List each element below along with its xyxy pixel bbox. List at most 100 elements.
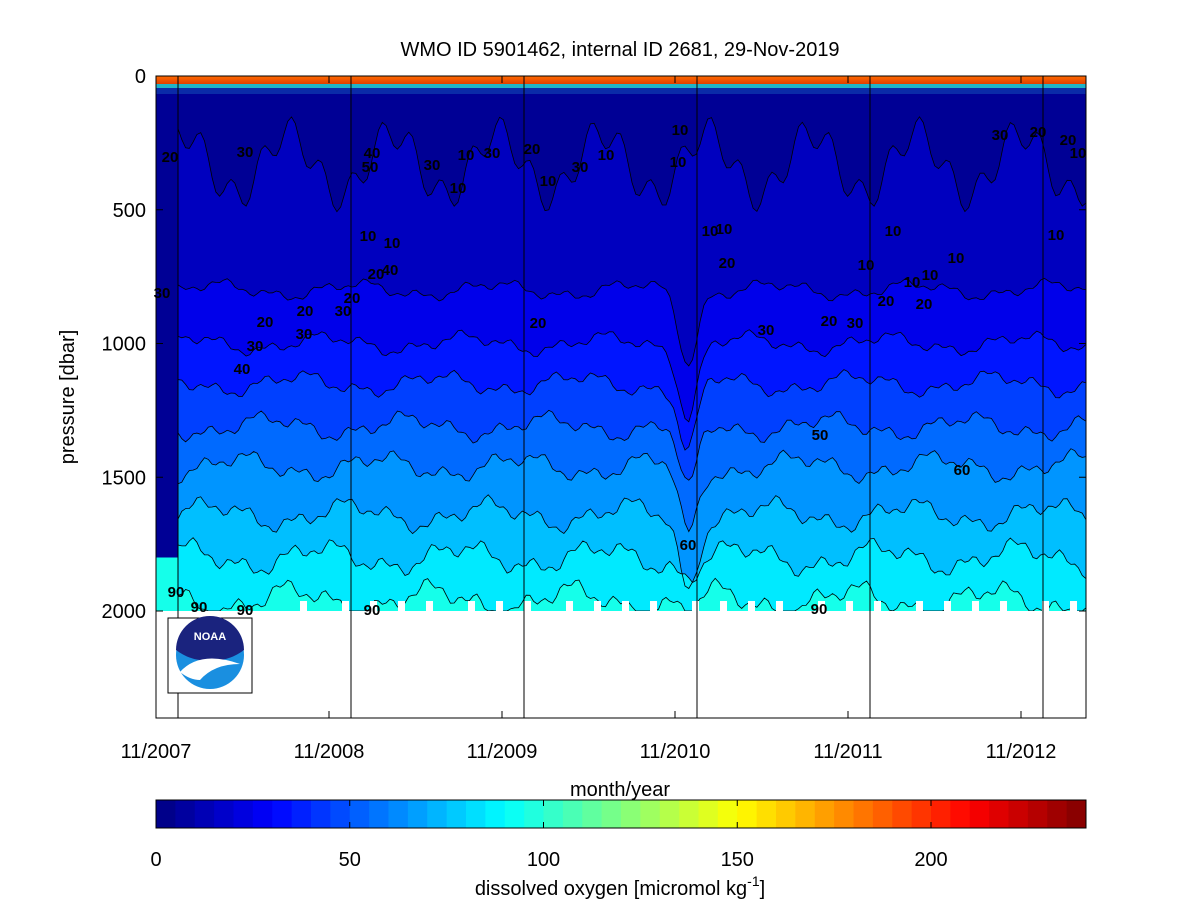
colorbar-segment	[872, 800, 893, 828]
contour-label: 20	[719, 255, 736, 272]
chart-title: WMO ID 5901462, internal ID 2681, 29-Nov…	[400, 39, 839, 61]
contour-label: 10	[716, 221, 733, 238]
profile-gap	[874, 601, 881, 612]
colorbar-segment	[407, 800, 428, 828]
colorbar-tick-label: 100	[527, 849, 560, 871]
contour-label: 90	[168, 584, 185, 601]
contour-label: 30	[847, 315, 864, 332]
colorbar: 0 50 100 150 200 dissolved oxygen [micromol …	[150, 799, 1087, 900]
contour-label: 10	[702, 223, 719, 240]
colorbar-segment	[853, 800, 874, 828]
colorbar-segment	[156, 800, 176, 828]
colorbar-segment	[1008, 800, 1029, 828]
contour-label: 20	[524, 141, 541, 158]
colorbar-segment	[349, 800, 370, 828]
contour-label: 10	[858, 257, 875, 274]
profile-gap	[370, 601, 377, 612]
profile-gaps	[157, 601, 1085, 717]
profile-gap	[342, 601, 349, 612]
contour-label: 30	[424, 157, 441, 174]
x-tick-label: 11/2008	[294, 741, 365, 763]
profile-gap	[300, 601, 307, 612]
y-tick-label: 1000	[102, 334, 147, 356]
colorbar-segment	[562, 800, 583, 828]
profile-gap	[972, 601, 979, 612]
contour-label: 10	[598, 147, 615, 164]
contour-30	[177, 329, 1086, 423]
profile-gap	[944, 601, 951, 612]
contour-label: 10	[1048, 227, 1065, 244]
colorbar-segment	[969, 800, 990, 828]
colorbar-segment	[485, 800, 506, 828]
colorbar-segment	[466, 800, 486, 828]
contour-label: 20	[257, 314, 274, 331]
profile-gap	[916, 601, 923, 612]
colorbar-segment	[621, 800, 641, 828]
contour-40	[177, 369, 1086, 451]
colorbar-segment	[911, 800, 932, 828]
contour-label: 50	[362, 159, 379, 176]
colorbar-segment	[311, 800, 331, 828]
colorbar-segment	[679, 800, 700, 828]
colorbar-segment	[233, 800, 254, 828]
contour-20	[177, 277, 1086, 367]
y-tick-label: 2000	[102, 601, 147, 623]
contour-label: 20	[878, 293, 895, 310]
colorbar-segment	[1066, 800, 1087, 828]
colorbar-segment	[427, 800, 448, 828]
y-tick-label: 1500	[102, 467, 147, 489]
x-tick-label: 11/2009	[467, 741, 538, 763]
profile-gap	[1000, 601, 1007, 612]
colorbar-tick-label: 200	[914, 849, 947, 871]
colorbar-segment	[737, 800, 758, 828]
contour-label: 30	[992, 127, 1009, 144]
contour-label: 20	[368, 266, 385, 283]
noaa-logo: NOAA	[167, 616, 253, 694]
profile-gap	[818, 601, 825, 612]
surface-layer	[156, 76, 1086, 94]
profile-gap	[692, 601, 699, 612]
contour-label: 30	[296, 326, 313, 343]
colorbar-segment	[756, 800, 777, 828]
y-axis: 0 500 1000 1500 2000	[102, 66, 1086, 623]
contour-label: 20	[344, 290, 361, 307]
contour-label: 10	[948, 250, 965, 267]
contour-80	[177, 537, 1086, 584]
contour-label: 10	[450, 180, 467, 197]
profile-gap	[720, 601, 727, 612]
contour-label: 90	[811, 601, 828, 618]
colorbar-segment	[989, 800, 1010, 828]
profile-gap	[1070, 601, 1077, 612]
colorbar-tick-label: 150	[721, 849, 754, 871]
colorbar-segment	[388, 800, 409, 828]
contour-label: 10	[922, 267, 939, 284]
contour-label: 10	[670, 154, 687, 171]
colorbar-segment	[582, 800, 603, 828]
colorbar-segment	[1047, 800, 1068, 828]
colorbar-segment	[504, 800, 525, 828]
colorbar-segment	[698, 800, 719, 828]
colorbar-segment	[776, 800, 796, 828]
contour-50	[177, 409, 1086, 481]
contour-label: 30	[237, 144, 254, 161]
contour-bands	[156, 76, 1086, 612]
colorbar-segment	[175, 800, 196, 828]
colorbar-segment	[717, 800, 738, 828]
contour-label: 50	[812, 427, 829, 444]
profile-gap	[1042, 601, 1049, 612]
contour-label: 10	[540, 173, 557, 190]
colorbar-label: dissolved oxygen [micromol kg-1]	[475, 873, 765, 900]
profile-gap	[496, 601, 503, 612]
colorbar-segment	[252, 800, 273, 828]
colorbar-segment	[814, 800, 835, 828]
contour-label: 20	[916, 296, 933, 313]
y-tick-label: 500	[113, 200, 146, 222]
contour-label: 30	[758, 322, 775, 339]
contour-label: 40	[364, 145, 381, 162]
contour-label: 10	[885, 223, 902, 240]
contour-label: 20	[821, 313, 838, 330]
contour-10	[177, 116, 1086, 213]
noaa-logo-text: NOAA	[194, 631, 226, 643]
profile-gap	[622, 601, 629, 612]
contour-label: 10	[360, 228, 377, 245]
